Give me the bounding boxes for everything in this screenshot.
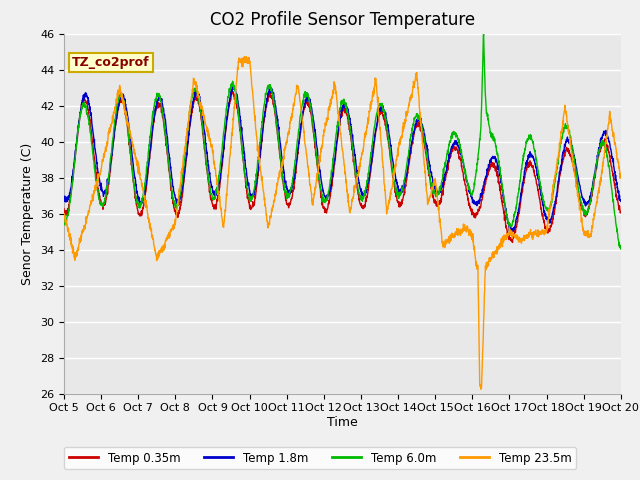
Legend: Temp 0.35m, Temp 1.8m, Temp 6.0m, Temp 23.5m: Temp 0.35m, Temp 1.8m, Temp 6.0m, Temp 2… [64, 447, 576, 469]
X-axis label: Time: Time [327, 416, 358, 429]
Title: CO2 Profile Sensor Temperature: CO2 Profile Sensor Temperature [210, 11, 475, 29]
Text: TZ_co2prof: TZ_co2prof [72, 56, 150, 69]
Y-axis label: Senor Temperature (C): Senor Temperature (C) [22, 143, 35, 285]
